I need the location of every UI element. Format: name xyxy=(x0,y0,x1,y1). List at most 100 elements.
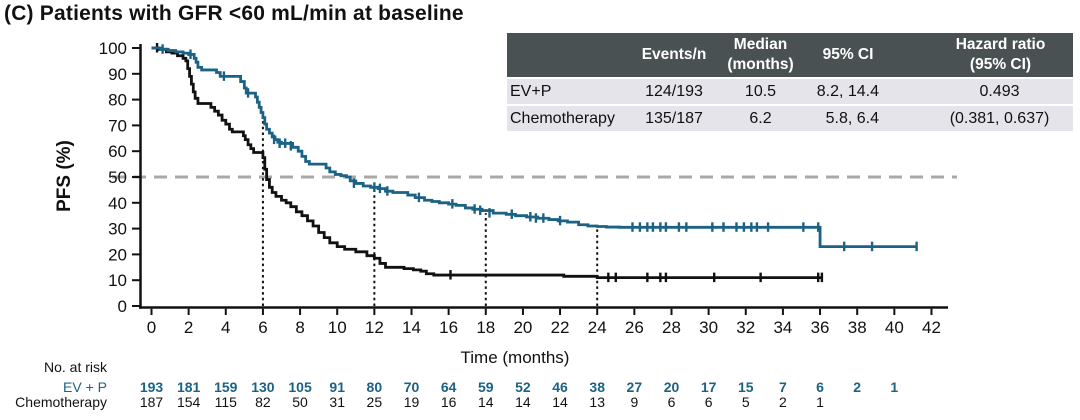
summary-cell: (0.381, 0.637) xyxy=(888,106,1073,131)
x-tick-label: 40 xyxy=(885,318,904,337)
x-tick-label: 24 xyxy=(588,318,607,337)
at-risk-count: 181 xyxy=(176,379,201,395)
summary-cell: 8.2, 14.4 xyxy=(808,79,888,104)
km-curve-evp xyxy=(151,46,917,249)
x-tick-label: 32 xyxy=(736,318,755,337)
x-tick-label: 0 xyxy=(147,318,156,337)
x-tick-label: 12 xyxy=(365,318,384,337)
at-risk-count: 14 xyxy=(515,394,531,410)
summary-row: Chemotherapy 135/187 6.2 5.8, 6.4 (0.381, 0.… xyxy=(507,106,1073,131)
at-risk-count: 50 xyxy=(292,394,308,410)
at-risk-count: 38 xyxy=(589,379,605,395)
at-risk-title: No. at risk xyxy=(43,359,107,375)
at-risk-count: 105 xyxy=(288,379,312,395)
summary-header-hr: Hazard ratio (95% CI) xyxy=(888,33,1073,77)
y-tick-label: 60 xyxy=(108,142,127,161)
x-tick-label: 14 xyxy=(402,318,421,337)
y-tick-label: 30 xyxy=(108,220,127,239)
x-tick-label: 10 xyxy=(328,318,347,337)
x-tick-label: 36 xyxy=(811,318,830,337)
y-tick-label: 20 xyxy=(108,245,127,264)
at-risk-count: 70 xyxy=(403,379,420,395)
x-tick-label: 38 xyxy=(848,318,867,337)
y-tick-label: 10 xyxy=(108,271,127,290)
at-risk-count: 9 xyxy=(630,394,639,410)
summary-cell: Chemotherapy xyxy=(507,106,635,131)
summary-cell: 124/193 xyxy=(635,79,713,104)
x-tick-label: 34 xyxy=(773,318,792,337)
at-risk-count: 1 xyxy=(890,379,899,395)
summary-cell: 5.8, 6.4 xyxy=(808,106,888,131)
summary-header-ci: 95% CI xyxy=(808,33,888,77)
at-risk-count: 17 xyxy=(700,379,717,395)
y-axis-label: PFS (%) xyxy=(54,140,75,212)
at-risk-count: 6 xyxy=(704,394,713,410)
at-risk-row-label-chemo: Chemotherapy xyxy=(15,394,107,410)
x-tick-label: 6 xyxy=(258,318,267,337)
x-tick-label: 16 xyxy=(439,318,458,337)
summary-cell: 10.5 xyxy=(713,79,808,104)
y-tick-label: 90 xyxy=(108,65,127,84)
x-tick-label: 8 xyxy=(295,318,304,337)
at-risk-count: 82 xyxy=(255,394,271,410)
at-risk-count: 27 xyxy=(626,379,643,395)
x-tick-label: 30 xyxy=(699,318,718,337)
at-risk-count: 6 xyxy=(816,379,824,395)
at-risk-count: 46 xyxy=(552,379,568,395)
x-tick-label: 18 xyxy=(476,318,495,337)
summary-cell: 0.493 xyxy=(888,79,1073,104)
summary-table: Events/n Median (months) 95% CI Hazard r… xyxy=(507,31,1073,133)
summary-row: EV+P 124/193 10.5 8.2, 14.4 0.493 xyxy=(507,79,1073,104)
y-tick-label: 50 xyxy=(108,168,127,187)
at-risk-count: 6 xyxy=(667,394,676,410)
at-risk-count: 1 xyxy=(816,394,824,410)
x-tick-label: 4 xyxy=(221,318,230,337)
summary-header-events: Events/n xyxy=(635,33,713,77)
x-axis-label: Time (months) xyxy=(460,348,570,367)
at-risk-count: 130 xyxy=(251,379,275,395)
summary-header-median: Median (months) xyxy=(713,33,808,77)
at-risk-count: 14 xyxy=(477,394,494,410)
y-tick-label: 70 xyxy=(108,116,127,135)
x-tick-label: 2 xyxy=(184,318,193,337)
km-curve-chemotherapy xyxy=(151,46,822,280)
at-risk-count: 5 xyxy=(741,394,750,410)
summary-cell: 135/187 xyxy=(635,106,713,131)
at-risk-count: 16 xyxy=(440,394,457,410)
at-risk-count: 14 xyxy=(552,394,568,410)
x-tick-label: 26 xyxy=(625,318,644,337)
at-risk-count: 2 xyxy=(853,379,862,395)
at-risk-count: 80 xyxy=(366,379,383,395)
at-risk-count: 154 xyxy=(176,394,201,410)
at-risk-count: 15 xyxy=(737,379,754,395)
panel-title: (C) Patients with GFR <60 mL/min at base… xyxy=(4,2,464,25)
at-risk-count: 52 xyxy=(515,379,531,395)
at-risk-count: 91 xyxy=(329,379,345,395)
at-risk-count: 64 xyxy=(440,379,457,395)
at-risk-count: 59 xyxy=(477,379,494,395)
summary-header-row: Events/n Median (months) 95% CI Hazard r… xyxy=(507,33,1073,77)
at-risk-count: 159 xyxy=(214,379,238,395)
summary-header-empty xyxy=(507,33,635,77)
at-risk-count: 2 xyxy=(779,394,787,410)
y-tick-label: 80 xyxy=(108,91,127,110)
at-risk-count: 19 xyxy=(403,394,420,410)
x-tick-label: 22 xyxy=(551,318,570,337)
at-risk-count: 115 xyxy=(214,394,237,410)
summary-cell: 6.2 xyxy=(713,106,808,131)
x-tick-label: 28 xyxy=(662,318,681,337)
x-tick-label: 42 xyxy=(922,318,941,337)
y-tick-label: 40 xyxy=(108,194,127,213)
x-tick-label: 20 xyxy=(513,318,532,337)
y-tick-label: 100 xyxy=(99,39,127,58)
at-risk-count: 25 xyxy=(366,394,383,410)
at-risk-count: 20 xyxy=(663,379,680,395)
y-tick-label: 0 xyxy=(118,297,127,316)
at-risk-row-label-evp: EV + P xyxy=(63,379,107,395)
at-risk-count: 187 xyxy=(139,394,164,410)
at-risk-count: 31 xyxy=(329,394,345,410)
at-risk-count: 193 xyxy=(139,379,164,395)
at-risk-count: 13 xyxy=(589,394,605,410)
